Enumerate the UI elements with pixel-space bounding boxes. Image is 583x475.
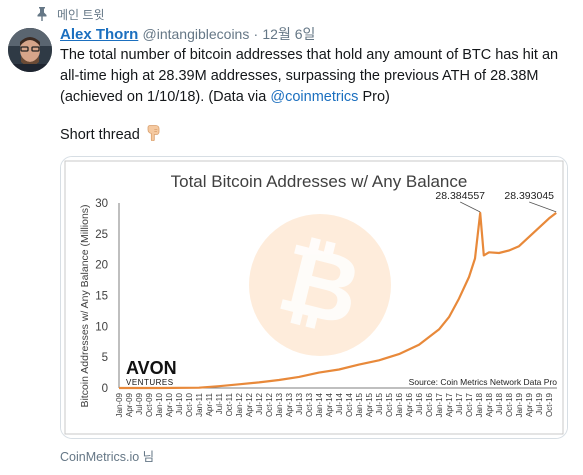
series-line <box>119 211 557 390</box>
x-tick-label: Jan-18 <box>475 392 484 417</box>
bitcoin-addresses-chart: ₿ Total Bitcoin Addresses w/ Any Balance… <box>61 157 567 438</box>
tweet-date[interactable]: 12월 6일 <box>262 26 316 42</box>
x-tick-label: Jul-10 <box>175 392 184 414</box>
x-tick-label: Apr-17 <box>445 392 454 417</box>
x-tick-label: Jan-19 <box>515 392 524 417</box>
x-tick-label: Apr-18 <box>485 392 494 417</box>
pin-icon <box>36 7 48 21</box>
x-tick-label: Oct-10 <box>185 392 194 417</box>
annotation-label: 28.384557 <box>435 190 485 202</box>
x-tick-label: Apr-19 <box>525 392 534 417</box>
pointing-down-hand-icon <box>146 124 161 145</box>
y-tick-label: 30 <box>95 198 108 210</box>
x-tick-label: Apr-13 <box>285 392 294 417</box>
x-tick-label: Apr-12 <box>245 392 254 417</box>
x-tick-label: Jan-13 <box>275 392 284 417</box>
x-tick-label: Apr-15 <box>365 392 374 417</box>
y-tick-label: 5 <box>102 352 108 364</box>
x-tick-label: Jan-09 <box>115 392 124 417</box>
x-tick-label: Jan-15 <box>355 392 364 417</box>
mention-link[interactable]: @coinmetrics <box>270 89 359 105</box>
x-tick-label: Jul-09 <box>135 392 144 414</box>
x-tick-label: Oct-17 <box>465 392 474 417</box>
x-tick-label: Apr-14 <box>325 392 334 417</box>
x-tick-label: Oct-12 <box>265 392 274 417</box>
x-tick-label: Jul-19 <box>535 392 544 414</box>
y-tick-label: 15 <box>95 291 108 303</box>
logo-main: AVON <box>126 358 177 378</box>
y-axis-label: Bitcoin Addresses w/ Any Balance (Millio… <box>79 204 91 407</box>
x-tick-label: Jan-12 <box>235 392 244 417</box>
x-tick-label: Jul-15 <box>375 392 384 414</box>
author-handle[interactable]: @intangiblecoins <box>142 26 250 42</box>
y-tick-label: 25 <box>95 229 108 241</box>
thread-line: Short thread <box>60 124 161 145</box>
avatar[interactable] <box>8 28 52 72</box>
x-tick-label: Jul-12 <box>255 392 264 414</box>
x-tick-label: Oct-15 <box>385 392 394 417</box>
media-credit[interactable]: CoinMetrics.io 님 <box>60 450 155 464</box>
x-tick-label: Jul-18 <box>495 392 504 414</box>
tweet-header: Alex Thorn @intangiblecoins · 12월 6일 <box>60 24 315 44</box>
x-tick-label: Jul-13 <box>295 392 304 414</box>
annotation-label: 28.393045 <box>504 190 554 202</box>
tweet-text-part2: Pro) <box>358 89 390 105</box>
x-tick-label: Jan-16 <box>395 392 404 417</box>
x-tick-label: Oct-09 <box>145 392 154 417</box>
x-tick-label: Jan-17 <box>435 392 444 417</box>
x-tick-label: Oct-13 <box>305 392 314 417</box>
x-tick-label: Jul-11 <box>215 392 224 414</box>
chart-title: Total Bitcoin Addresses w/ Any Balance <box>171 172 468 191</box>
x-tick-label: Jul-17 <box>455 392 464 414</box>
pinned-tweet-context: 메인 트윗 <box>36 6 105 22</box>
y-tick-label: 10 <box>95 321 108 333</box>
x-tick-label: Oct-19 <box>545 392 554 417</box>
x-tick-label: Jul-14 <box>335 392 344 414</box>
separator-dot: · <box>253 26 259 42</box>
x-tick-label: Apr-10 <box>165 392 174 417</box>
x-tick-label: Apr-16 <box>405 392 414 417</box>
x-tick-label: Apr-11 <box>205 392 214 416</box>
x-tick-label: Oct-14 <box>345 392 354 417</box>
pinned-label: 메인 트윗 <box>57 7 105 22</box>
y-tick-label: 0 <box>102 383 108 395</box>
x-tick-label: Oct-16 <box>425 392 434 417</box>
bitcoin-logo-watermark: ₿ <box>249 214 391 356</box>
x-tick-label: Jul-16 <box>415 392 424 414</box>
x-tick-label: Apr-09 <box>125 392 134 417</box>
annotation-leader <box>460 201 481 213</box>
x-tick-label: Oct-18 <box>505 392 514 417</box>
x-tick-label: Jan-14 <box>315 392 324 417</box>
avon-ventures-logo: AVON VENTURES <box>126 358 177 387</box>
x-tick-label: Jan-10 <box>155 392 164 417</box>
author-name[interactable]: Alex Thorn <box>60 26 139 43</box>
chart-image-card[interactable]: ₿ Total Bitcoin Addresses w/ Any Balance… <box>60 156 568 439</box>
data-source: Source: Coin Metrics Network Data Pro <box>409 377 558 387</box>
y-tick-label: 20 <box>95 260 108 272</box>
tweet-text: The total number of bitcoin addresses th… <box>60 45 570 108</box>
thread-label: Short thread <box>60 126 140 143</box>
x-tick-label: Oct-11 <box>225 392 234 416</box>
tweet-text-part1: The total number of bitcoin addresses th… <box>60 47 559 105</box>
x-tick-label: Jan-11 <box>195 392 204 416</box>
annotation-leader <box>529 201 557 213</box>
logo-sub: VENTURES <box>126 378 174 387</box>
